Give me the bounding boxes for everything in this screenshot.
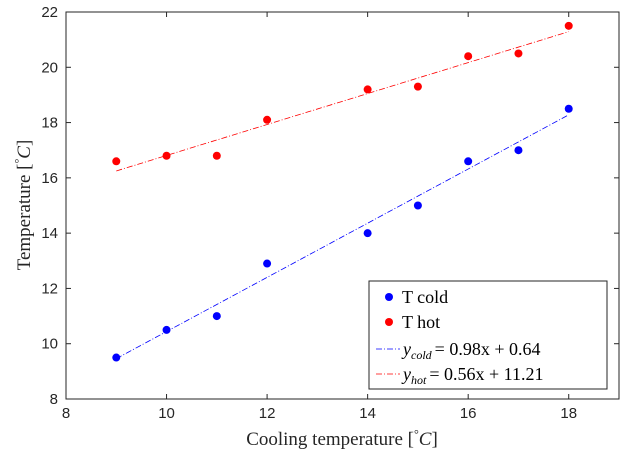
y-tick-label: 10 [41, 336, 58, 353]
data-point [564, 104, 573, 113]
data-point [263, 259, 272, 268]
fit-lines [116, 31, 569, 359]
x-tick-label: 8 [62, 405, 70, 422]
legend-label-cold-fit: ycold = 0.98x + 0.64 [401, 339, 540, 362]
data-point [363, 229, 372, 238]
data-point [413, 201, 422, 210]
fit-line [116, 114, 569, 359]
y-tick-label: 8 [50, 391, 58, 408]
data-points [112, 21, 573, 362]
data-point [263, 115, 272, 124]
data-point [514, 49, 523, 58]
y-tick-label: 22 [41, 4, 58, 21]
x-tick-label: 12 [259, 405, 276, 422]
y-tick-label: 20 [41, 59, 58, 76]
legend-label-hot: T hot [402, 312, 440, 332]
axis-ticks: 8 10 12 14 16 18 8 10 12 14 16 18 20 22 [41, 4, 619, 422]
legend-label-cold: T cold [402, 287, 448, 307]
x-tick-label: 16 [460, 405, 477, 422]
legend: T cold T hot ycold = 0.98x + 0.64 yhot = 0… [368, 280, 608, 390]
fit-line [116, 31, 569, 172]
y-tick-label: 18 [41, 115, 58, 132]
x-tick-label: 10 [158, 405, 175, 422]
x-tick-label: 18 [560, 405, 577, 422]
x-axis-label: Cooling temperature [°C] [246, 427, 438, 450]
data-point [212, 151, 221, 160]
legend-marker-cold [385, 293, 393, 301]
data-point [212, 312, 221, 321]
y-tick-label: 16 [41, 170, 58, 187]
legend-box [368, 280, 608, 390]
data-point [413, 82, 422, 91]
legend-marker-hot [385, 318, 393, 326]
data-point [514, 146, 523, 155]
data-point [162, 151, 171, 160]
data-point [162, 325, 171, 334]
data-point [112, 353, 121, 362]
y-tick-label: 14 [41, 225, 58, 242]
legend-label-hot-fit: yhot = 0.56x + 11.21 [401, 364, 543, 387]
data-point [564, 21, 573, 30]
data-point [112, 157, 121, 166]
y-axis-label: Temperature [°C] [12, 140, 35, 271]
data-point [464, 52, 473, 61]
y-tick-label: 12 [41, 280, 58, 297]
x-tick-label: 14 [359, 405, 376, 422]
data-point [464, 157, 473, 166]
data-point [363, 85, 372, 94]
